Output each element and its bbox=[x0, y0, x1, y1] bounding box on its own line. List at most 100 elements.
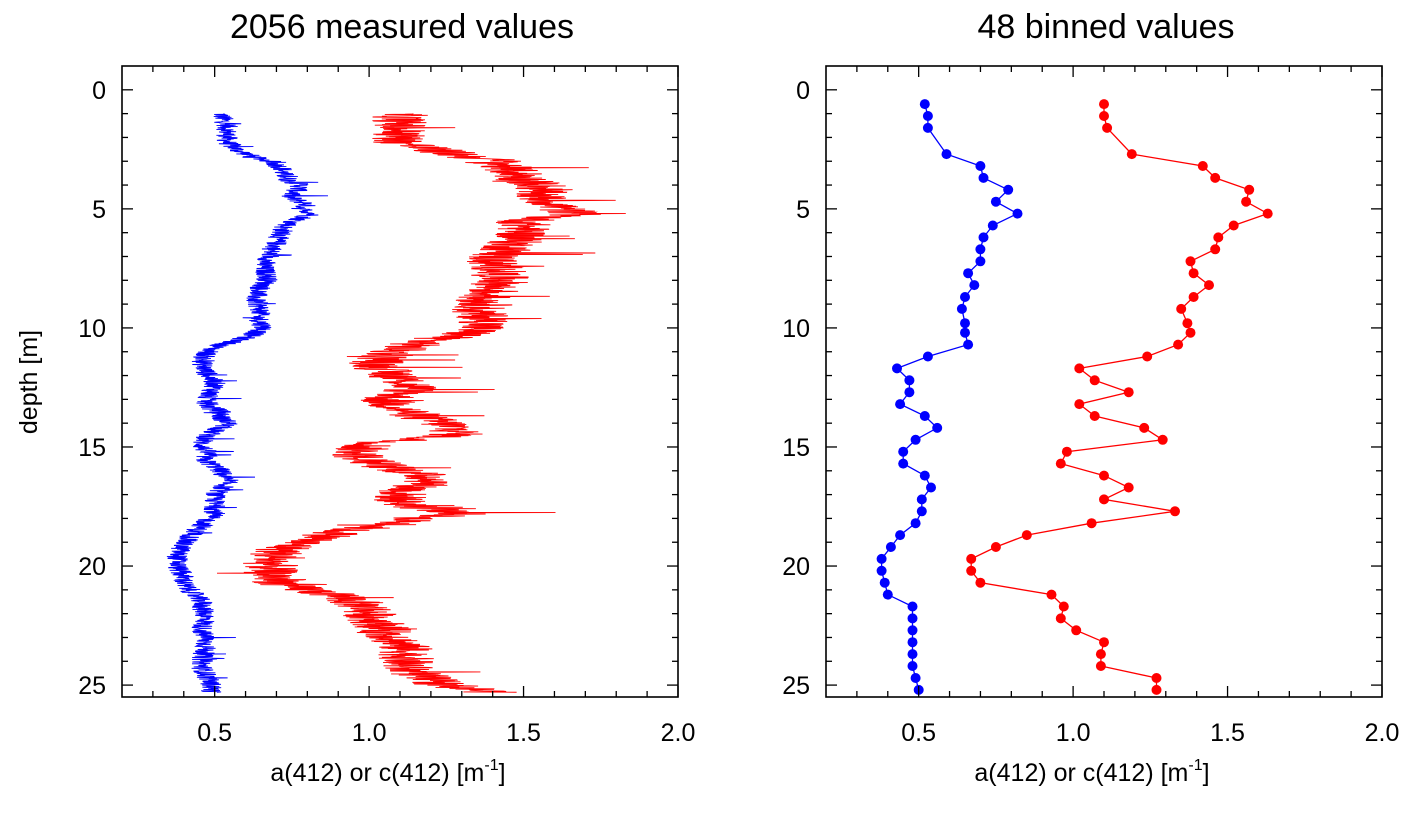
series-c-line bbox=[216, 113, 626, 693]
x-tick-label: 1.5 bbox=[506, 719, 541, 747]
data-point bbox=[990, 542, 1001, 552]
y-tick-label: 25 bbox=[78, 672, 106, 700]
panel-binned: 48 binned values 0.5 1.0 1.5 2.0 0 5 10 15 20 25… bbox=[782, 8, 1399, 787]
data-point bbox=[1003, 184, 1014, 195]
x-tick-label: 1.0 bbox=[352, 719, 387, 747]
data-point bbox=[1188, 292, 1199, 302]
y-tick-label: 5 bbox=[92, 196, 106, 224]
data-point bbox=[1086, 518, 1097, 529]
data-point bbox=[969, 280, 980, 291]
data-point bbox=[1099, 494, 1109, 505]
data-point bbox=[898, 458, 909, 469]
data-point bbox=[904, 375, 915, 386]
panel-measured: 2056 measured values 0.5 1.0 1.5 2.0 0 5 10 15… bbox=[15, 8, 695, 787]
chart-title: 2056 measured values bbox=[230, 8, 574, 46]
series-c-line bbox=[970, 104, 1270, 690]
x-tick-label: 2.0 bbox=[661, 719, 696, 747]
data-point bbox=[1262, 208, 1273, 219]
data-point bbox=[1099, 111, 1109, 121]
data-point bbox=[1241, 196, 1252, 207]
data-point bbox=[990, 196, 1001, 207]
data-point bbox=[960, 292, 970, 302]
data-point bbox=[1228, 220, 1239, 231]
data-point bbox=[1095, 649, 1106, 660]
data-point bbox=[885, 542, 896, 552]
data-point bbox=[1102, 122, 1113, 133]
data-point bbox=[1244, 184, 1255, 195]
data-point bbox=[1021, 530, 1032, 541]
data-point bbox=[892, 363, 902, 374]
x-tick-labels: 0.5 1.0 1.5 2.0 bbox=[901, 719, 1399, 747]
data-point bbox=[1151, 673, 1162, 683]
data-point bbox=[963, 268, 974, 279]
x-axis-label: a(412) or c(412) [m-1] bbox=[270, 757, 505, 787]
data-point bbox=[1055, 613, 1066, 624]
data-point bbox=[1182, 318, 1193, 329]
data-point bbox=[1210, 172, 1221, 183]
data-point bbox=[907, 625, 918, 636]
data-point bbox=[904, 387, 915, 398]
data-point bbox=[1157, 434, 1168, 445]
chart-title: 48 binned values bbox=[977, 8, 1234, 46]
x-tick-labels: 0.5 1.0 1.5 2.0 bbox=[197, 719, 695, 747]
data-point bbox=[1173, 339, 1184, 350]
data-point bbox=[941, 149, 952, 160]
data-point bbox=[919, 99, 930, 110]
series-a-line bbox=[166, 113, 329, 693]
data-point bbox=[1095, 661, 1106, 671]
y-tick-label: 20 bbox=[782, 553, 810, 581]
y-tick-label: 15 bbox=[78, 434, 106, 462]
data-point bbox=[922, 351, 933, 362]
data-point bbox=[1151, 684, 1162, 695]
data-point bbox=[960, 327, 970, 338]
data-point bbox=[1074, 363, 1085, 374]
data-point bbox=[1099, 470, 1109, 481]
data-point bbox=[876, 553, 887, 564]
data-point bbox=[1099, 99, 1109, 110]
data-point bbox=[882, 589, 893, 600]
data-point bbox=[1142, 351, 1153, 362]
x-tick-label: 1.0 bbox=[1056, 719, 1091, 747]
data-point bbox=[1055, 458, 1066, 469]
data-point bbox=[907, 661, 918, 671]
data-point bbox=[922, 111, 933, 121]
data-point bbox=[910, 434, 921, 445]
data-point bbox=[910, 518, 921, 529]
data-point bbox=[1139, 422, 1150, 433]
data-point bbox=[1210, 244, 1221, 255]
x-tick-label: 0.5 bbox=[197, 719, 232, 747]
plot-area bbox=[166, 113, 626, 693]
plot-area bbox=[876, 99, 1273, 695]
data-point bbox=[1204, 280, 1214, 291]
data-point bbox=[978, 232, 989, 243]
data-point bbox=[919, 411, 930, 421]
data-point bbox=[910, 673, 921, 683]
y-tick-labels: 0 5 10 15 20 25 bbox=[78, 77, 106, 700]
data-point bbox=[916, 494, 927, 505]
data-point bbox=[919, 470, 930, 481]
y-tick-label: 5 bbox=[796, 196, 810, 224]
y-tick-label: 25 bbox=[782, 672, 810, 700]
y-tick-label: 20 bbox=[78, 553, 106, 581]
data-point bbox=[1089, 375, 1100, 386]
data-point bbox=[1170, 506, 1180, 517]
tick-marks bbox=[122, 66, 679, 697]
data-point bbox=[1046, 589, 1057, 600]
y-axis-label: depth [m] bbox=[15, 330, 43, 434]
data-point bbox=[1089, 411, 1100, 421]
data-point bbox=[1061, 446, 1072, 457]
tick-marks bbox=[826, 66, 1383, 697]
data-point bbox=[1213, 232, 1224, 243]
data-point bbox=[898, 446, 909, 457]
y-tick-label: 10 bbox=[78, 315, 106, 343]
data-point bbox=[966, 553, 977, 564]
x-axis-label: a(412) or c(412) [m-1] bbox=[974, 757, 1209, 787]
y-tick-label: 15 bbox=[782, 434, 810, 462]
data-point bbox=[956, 303, 967, 314]
data-point bbox=[916, 506, 927, 517]
data-point bbox=[960, 318, 970, 329]
data-point bbox=[1188, 268, 1199, 279]
data-point bbox=[932, 422, 943, 433]
data-point bbox=[987, 220, 998, 231]
